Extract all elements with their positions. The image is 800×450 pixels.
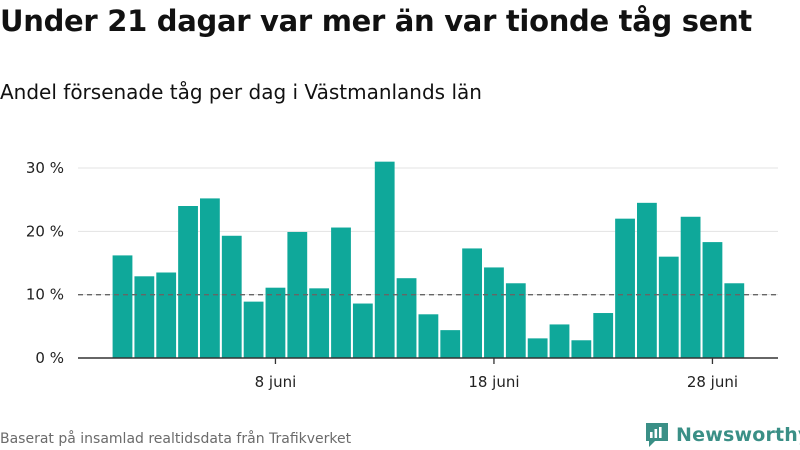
bar-day-18 <box>484 267 504 358</box>
brand-name: Newsworthy <box>676 424 800 446</box>
bar-day-17 <box>462 248 482 358</box>
x-tick-label: 18 juni <box>468 373 519 391</box>
bar-day-22 <box>571 340 592 358</box>
bar-day-5 <box>200 198 220 358</box>
y-tick-label: 30 % <box>26 159 64 177</box>
bar-day-16 <box>440 330 461 358</box>
brand-logo: Newsworthy <box>644 420 800 450</box>
bar-day-3 <box>156 272 177 358</box>
bar-day-10 <box>309 288 330 358</box>
bar-day-23 <box>593 313 614 358</box>
bar-day-11 <box>331 227 351 358</box>
bar-day-29 <box>724 283 745 358</box>
bar-day-19 <box>505 283 526 358</box>
bar-day-24 <box>615 218 635 358</box>
y-tick-label: 10 % <box>26 286 64 304</box>
chart-subtitle: Andel försenade tåg per dag i Västmanlan… <box>0 80 482 104</box>
bar-day-7 <box>243 301 264 358</box>
bar-day-8 <box>265 287 286 358</box>
x-tick-label: 8 juni <box>255 373 297 391</box>
bar-day-25 <box>637 202 657 358</box>
bar-day-6 <box>221 235 242 358</box>
bar-day-15 <box>418 314 439 358</box>
bar-day-2 <box>134 276 155 358</box>
bar-day-14 <box>396 278 417 358</box>
bar-day-28 <box>702 242 723 358</box>
bar-day-1 <box>112 255 133 358</box>
y-tick-label: 0 % <box>35 349 64 367</box>
bar-day-26 <box>658 256 679 358</box>
chart-title: Under 21 dagar var mer än var tionde tåg… <box>0 4 752 38</box>
bar-day-20 <box>527 338 548 358</box>
newsworthy-logo-icon <box>646 423 668 447</box>
bar-day-27 <box>680 216 701 358</box>
bar-chart: 0 % 10 % 20 % 30 % 8 juni 18 juni 28 juni <box>26 159 778 391</box>
bar-day-13 <box>374 161 395 358</box>
bar-day-12 <box>352 303 373 358</box>
source-note: Baserat på insamlad realtidsdata från Tr… <box>0 431 352 447</box>
y-tick-label: 20 % <box>26 222 64 240</box>
bar-day-4 <box>178 206 198 358</box>
x-tick-label: 28 juni <box>687 373 738 391</box>
bar-day-21 <box>549 324 570 358</box>
